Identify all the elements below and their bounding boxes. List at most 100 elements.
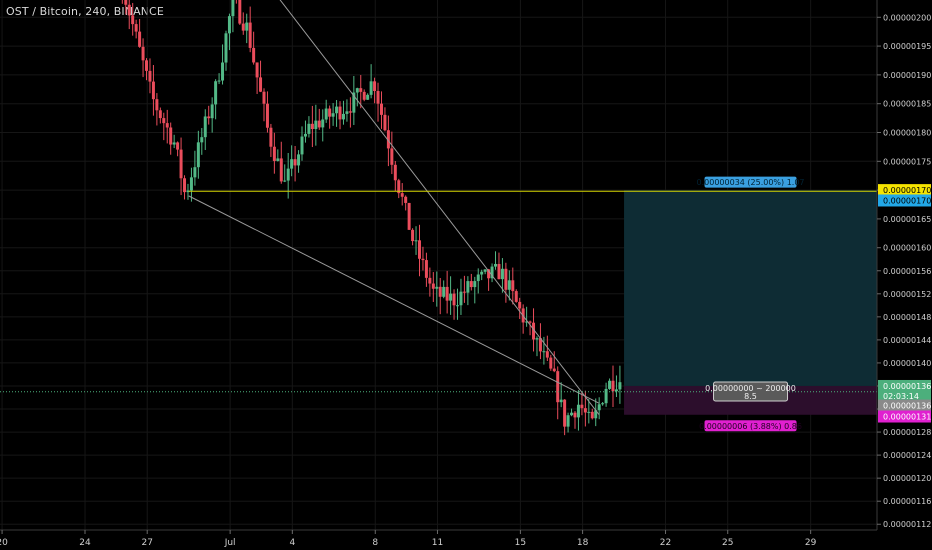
candle-down: [379, 103, 383, 115]
price-tick-label: 0.00000112: [883, 520, 931, 529]
axis-tag-box: [878, 379, 931, 392]
candle-down: [259, 77, 263, 92]
trendline-1: [279, 0, 600, 416]
axis-tag-3: 0.00000136: [883, 382, 931, 391]
candle-down: [386, 130, 390, 149]
candle-down: [127, 4, 131, 16]
candle-down: [532, 322, 536, 340]
candle-down: [162, 118, 166, 124]
candle-down: [145, 60, 149, 71]
candle-down: [611, 380, 615, 392]
candle-down: [338, 106, 342, 120]
candle-up: [494, 263, 498, 267]
entry-label-line2: 8.5: [744, 392, 757, 401]
price-tick-label: 0.00000140: [883, 359, 931, 368]
candle-up: [601, 403, 605, 405]
candle-up: [459, 291, 463, 306]
axis-tag-box: [878, 184, 931, 197]
price-tick-label: 0.00000128: [883, 428, 931, 437]
time-tick-label: 25: [722, 538, 733, 548]
candle-down: [238, 0, 242, 24]
candle-down: [272, 146, 276, 161]
candle-up: [352, 92, 356, 113]
candle-up: [227, 16, 231, 34]
price-tick-label: 0.00000124: [883, 451, 931, 460]
candle-down: [124, 0, 128, 5]
target-label-box: [704, 176, 797, 188]
time-tick-label: 29: [805, 538, 817, 548]
candle-up: [535, 338, 539, 340]
price-tick-label: 0.00000144: [883, 336, 931, 345]
candle-down: [310, 123, 314, 129]
candle-down: [317, 120, 321, 128]
candle-down: [373, 81, 377, 92]
candle-up: [483, 269, 487, 272]
candle-up: [297, 154, 301, 166]
candle-down: [348, 111, 352, 113]
candle-up: [231, 0, 235, 17]
candle-down: [487, 269, 491, 279]
entry-label-line1: 0.00000000 ~ 200000: [705, 384, 796, 393]
candle-down: [141, 46, 145, 61]
candle-up: [480, 271, 484, 275]
candle-down: [158, 110, 162, 119]
candle-down: [293, 159, 297, 166]
candles[interactable]: [121, 0, 622, 436]
time-tick-label: 24: [79, 538, 91, 548]
candle-down: [552, 368, 556, 372]
candle-down: [590, 411, 594, 419]
candle-up: [314, 120, 318, 129]
price-tick-label: 0.00000156: [883, 267, 931, 276]
candle-up: [355, 88, 359, 93]
candle-up: [186, 190, 190, 193]
candle-down: [573, 412, 577, 418]
position-labels: 0.00000034 (25.00%) 1.07 0.00000006 (3.88…: [697, 176, 805, 432]
candle-up: [324, 108, 328, 120]
candle-up: [587, 411, 591, 413]
time-axis[interactable]: 20 24 27 Jul 4 8 11 15 18 22 25 29: [0, 529, 877, 548]
axis-tag-box: [878, 399, 931, 412]
candle-down: [407, 202, 411, 230]
candle-down: [545, 351, 549, 358]
price-tick-label: 0.00000190: [883, 71, 931, 80]
price-axis[interactable]: 0.00000200 0.00000195 0.00000190 0.00000185…: [876, 0, 932, 550]
candle-down: [179, 149, 183, 179]
price-axis-bg: [877, 0, 932, 550]
axis-tag-1: 0.00000170: [883, 186, 931, 195]
candle-down: [528, 321, 532, 323]
axis-tag-4: 02:03:14: [883, 392, 919, 401]
candle-down: [176, 142, 180, 150]
candle-up: [303, 133, 307, 137]
price-tick-label: 0.00000116: [883, 497, 931, 506]
stop-label-box: [704, 420, 797, 432]
time-tick-label: 27: [141, 538, 152, 548]
stop-label: 0.00000006 (3.88%) 0.86: [699, 422, 802, 431]
candle-up: [210, 104, 214, 119]
candle-up: [276, 158, 280, 161]
target-zone: [624, 190, 877, 386]
time-tick-label: 4: [289, 538, 295, 548]
candle-up: [525, 321, 529, 323]
drawn-lines[interactable]: [0, 0, 877, 416]
candle-up: [345, 111, 349, 114]
price-tick-label: 0.00000175: [883, 157, 931, 166]
candle-up: [341, 113, 345, 120]
candle-down: [362, 91, 366, 100]
axis-tag-2: 0.00000170: [883, 196, 931, 205]
candle-up: [286, 168, 290, 181]
price-tick-label: 0.00000200: [883, 13, 931, 22]
candle-up: [335, 106, 339, 114]
candle-down: [400, 193, 404, 197]
candle-down: [269, 127, 273, 147]
candle-up: [200, 137, 204, 143]
candle-up: [245, 22, 249, 31]
candle-up: [576, 404, 580, 418]
candle-down: [438, 286, 442, 297]
axis-tag-5: 0.00000136: [883, 402, 931, 411]
candle-down: [279, 158, 283, 182]
candle-down: [563, 399, 567, 427]
candle-down: [411, 229, 415, 242]
candle-down: [151, 81, 155, 100]
candle-down: [183, 178, 187, 193]
